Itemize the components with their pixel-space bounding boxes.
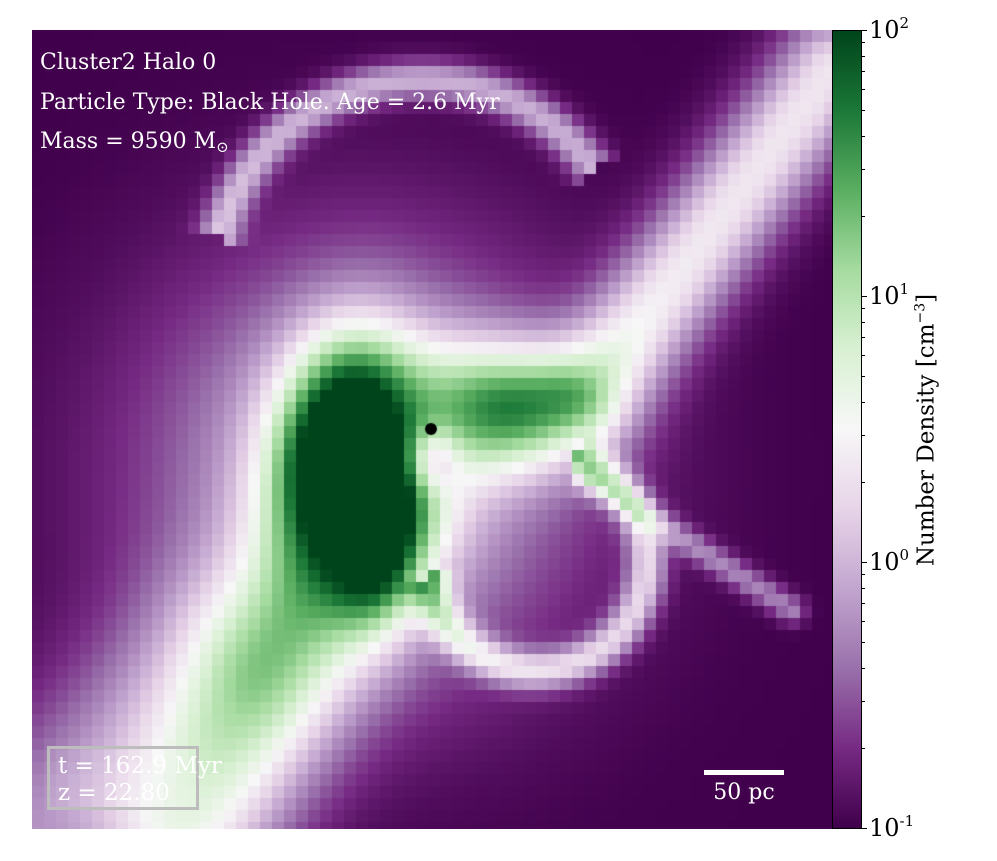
colorbar-tick-label-1e2: 102 — [869, 14, 910, 44]
solar-mass-symbol: ⊙ — [216, 138, 229, 156]
colorbar-tick — [862, 296, 867, 297]
colorbar-tick-label-1e0: 100 — [869, 546, 910, 576]
particle-info: Particle Type: Black Hole. Age = 2.6 Myr — [40, 90, 500, 115]
mass-info: Mass = 9590 M⊙ — [40, 131, 229, 155]
colorbar-minor-tick — [862, 337, 865, 338]
colorbar-minor-tick — [862, 216, 865, 217]
halo-title: Cluster2 Halo 0 — [40, 50, 217, 75]
colorbar-minor-tick — [862, 169, 865, 170]
colorbar-minor-tick — [862, 574, 865, 575]
mass-value: Mass = 9590 M — [40, 129, 217, 154]
colorbar-minor-tick — [862, 56, 865, 57]
colorbar-minor-tick — [862, 355, 865, 356]
colorbar-minor-tick — [862, 136, 865, 137]
colorbar-minor-tick — [862, 482, 865, 483]
colorbar-minor-tick — [862, 89, 865, 90]
colorbar-minor-tick — [862, 748, 865, 749]
time-redshift-box: t = 162.9 Myr z = 22.80 — [47, 746, 222, 810]
time-label: t = 162.9 Myr — [58, 753, 222, 779]
colorbar-tick — [862, 828, 867, 829]
colorbar-minor-tick — [862, 308, 865, 309]
colorbar-minor-tick — [862, 435, 865, 436]
redshift-label: z = 22.80 — [58, 780, 170, 806]
colorbar-minor-tick — [862, 588, 865, 589]
scale-bar — [704, 770, 784, 775]
colorbar-minor-tick — [862, 621, 865, 622]
colorbar-minor-tick — [862, 322, 865, 323]
colorbar-minor-tick — [862, 402, 865, 403]
colorbar-minor-tick — [862, 42, 865, 43]
colorbar-minor-tick — [862, 110, 865, 111]
colorbar-tick-label-1e1: 101 — [869, 280, 910, 310]
colorbar-minor-tick — [862, 701, 865, 702]
colorbar-tick — [862, 30, 867, 31]
colorbar-minor-tick — [862, 642, 865, 643]
colorbar — [832, 30, 862, 829]
colorbar-tick-label-1e-1: 10-1 — [869, 812, 915, 842]
density-projection-panel: Cluster2 Halo 0 Particle Type: Black Hol… — [32, 30, 832, 829]
colorbar-minor-tick — [862, 668, 865, 669]
colorbar-tick — [862, 562, 867, 563]
colorbar-minor-tick — [862, 603, 865, 604]
colorbar-minor-tick — [862, 71, 865, 72]
colorbar-minor-tick — [862, 376, 865, 377]
scale-bar-label: 50 pc — [713, 780, 775, 805]
density-map-image — [32, 30, 832, 829]
colorbar-title: Number Density [cm−3] — [912, 293, 940, 567]
